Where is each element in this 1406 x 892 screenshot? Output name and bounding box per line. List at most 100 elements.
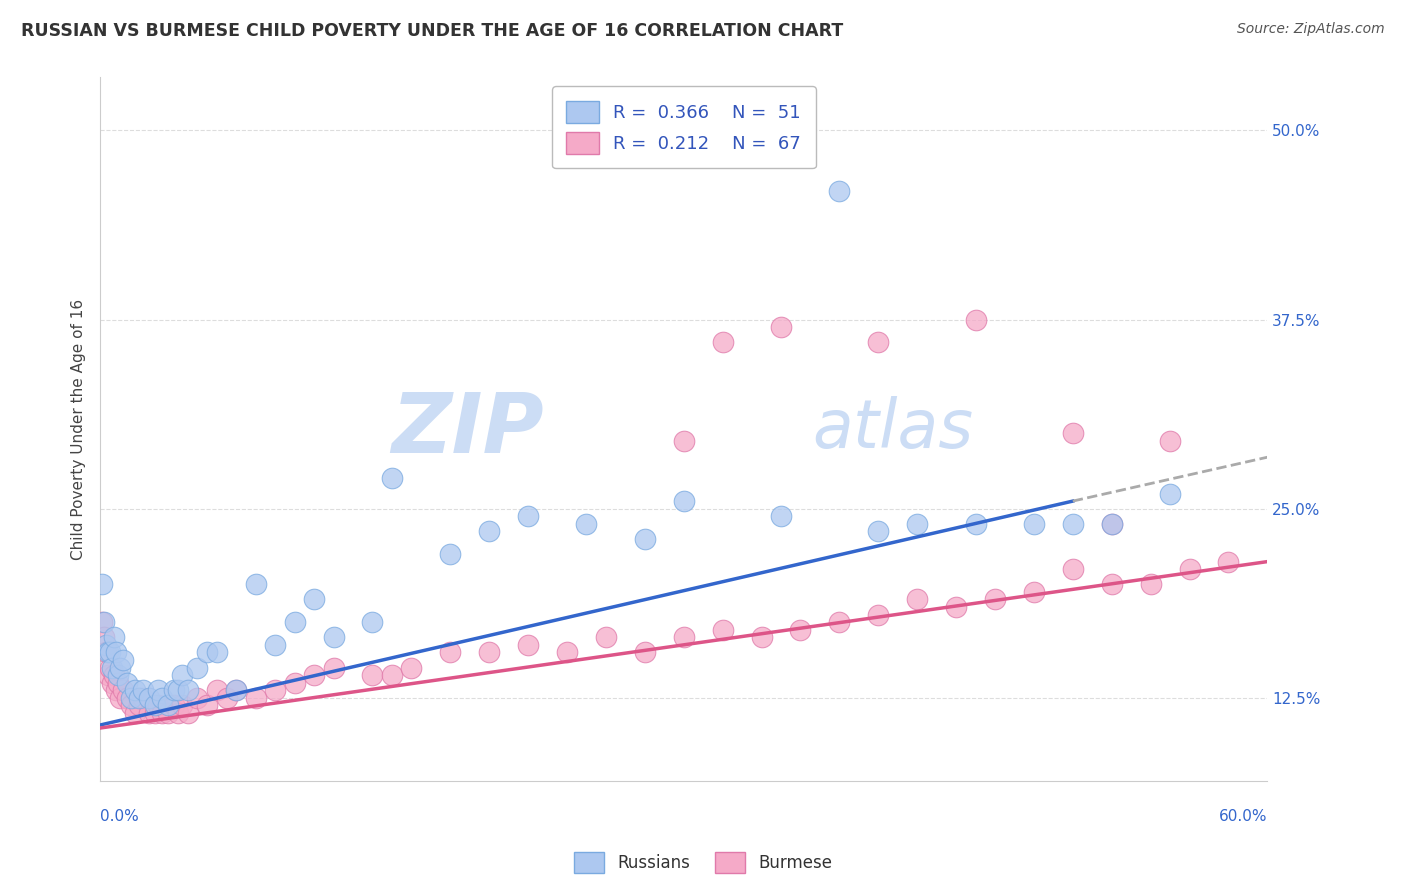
Point [94, 645, 117, 659]
Text: ZIP: ZIP [391, 389, 544, 470]
Point [167, 683, 190, 698]
Point [828, 615, 851, 629]
Point [97, 645, 120, 659]
Point [205, 683, 228, 698]
Point [1159, 486, 1181, 500]
Point [104, 645, 127, 659]
Point [176, 706, 198, 720]
Point [868, 335, 890, 350]
Point [94, 638, 117, 652]
Point [517, 509, 540, 524]
Y-axis label: Child Poverty Under the Age of 16: Child Poverty Under the Age of 16 [72, 299, 86, 560]
Point [93, 615, 115, 629]
Point [138, 706, 160, 720]
Point [108, 660, 131, 674]
Point [868, 524, 890, 539]
Point [128, 698, 150, 713]
Point [215, 690, 238, 705]
Point [1218, 555, 1240, 569]
Point [517, 638, 540, 652]
Point [284, 615, 307, 629]
Point [302, 668, 325, 682]
Point [186, 660, 208, 674]
Point [195, 698, 218, 713]
Point [868, 607, 890, 622]
Point [1101, 516, 1123, 531]
Point [769, 320, 792, 334]
Point [112, 683, 135, 698]
Point [148, 683, 170, 698]
Point [108, 690, 131, 705]
Point [124, 706, 146, 720]
Text: 60.0%: 60.0% [1219, 809, 1267, 824]
Point [163, 683, 186, 698]
Point [103, 668, 125, 682]
Point [170, 698, 193, 713]
Point [672, 434, 695, 448]
Point [107, 675, 129, 690]
Point [225, 683, 247, 698]
Point [98, 660, 121, 674]
Point [672, 494, 695, 508]
Point [128, 690, 150, 705]
Point [117, 675, 139, 690]
Point [117, 690, 139, 705]
Point [555, 645, 578, 659]
Point [965, 516, 987, 531]
Point [91, 577, 114, 591]
Point [103, 630, 125, 644]
Point [150, 690, 173, 705]
Point [101, 660, 124, 674]
Point [97, 668, 120, 682]
Point [711, 335, 734, 350]
Point [361, 615, 384, 629]
Text: 0.0%: 0.0% [100, 809, 139, 824]
Point [439, 645, 461, 659]
Point [107, 668, 129, 682]
Point [170, 668, 193, 682]
Point [245, 690, 267, 705]
Point [120, 698, 142, 713]
Point [225, 683, 247, 698]
Point [124, 683, 146, 698]
Point [401, 660, 423, 674]
Point [1022, 516, 1045, 531]
Legend: Russians, Burmese: Russians, Burmese [567, 846, 839, 880]
Point [1178, 562, 1201, 576]
Point [186, 690, 208, 705]
Point [91, 615, 114, 629]
Point [478, 524, 501, 539]
Point [302, 592, 325, 607]
Point [361, 668, 384, 682]
Point [828, 184, 851, 198]
Point [98, 645, 121, 659]
Point [634, 645, 657, 659]
Point [595, 630, 617, 644]
Point [167, 706, 190, 720]
Point [1159, 434, 1181, 448]
Text: RUSSIAN VS BURMESE CHILD POVERTY UNDER THE AGE OF 16 CORRELATION CHART: RUSSIAN VS BURMESE CHILD POVERTY UNDER T… [21, 22, 844, 40]
Point [132, 690, 155, 705]
Point [205, 645, 228, 659]
Point [769, 509, 792, 524]
Point [478, 645, 501, 659]
Point [157, 698, 180, 713]
Point [101, 675, 124, 690]
Point [245, 577, 267, 591]
Point [322, 630, 344, 644]
Point [112, 653, 135, 667]
Point [104, 683, 127, 698]
Text: atlas: atlas [813, 396, 973, 462]
Point [789, 623, 811, 637]
Point [322, 660, 344, 674]
Point [1062, 562, 1084, 576]
Point [264, 638, 287, 652]
Point [195, 645, 218, 659]
Point [93, 630, 115, 644]
Point [264, 683, 287, 698]
Point [132, 683, 155, 698]
Legend: R =  0.366    N =  51, R =  0.212    N =  67: R = 0.366 N = 51, R = 0.212 N = 67 [553, 87, 815, 169]
Point [984, 592, 1007, 607]
Point [143, 698, 166, 713]
Point [575, 516, 598, 531]
